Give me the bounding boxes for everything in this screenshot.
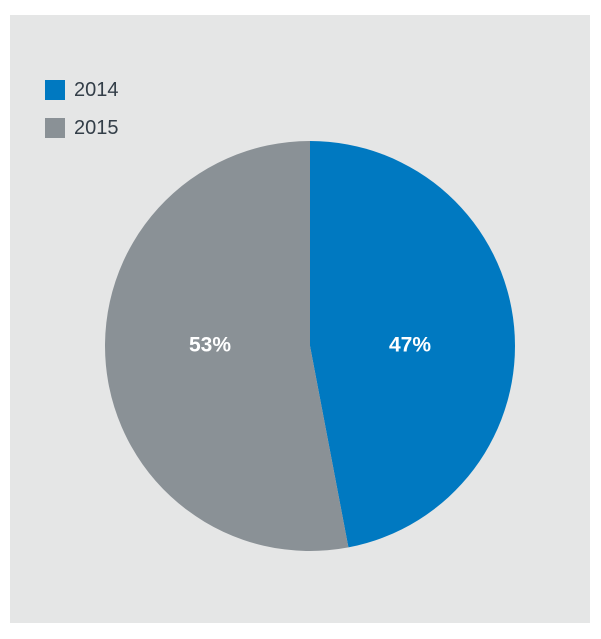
pie-slice-2015 <box>104 141 349 551</box>
slice-label-2015: 53% <box>189 334 231 357</box>
legend-swatch-2015 <box>45 118 65 138</box>
slice-label-2014: 47% <box>389 334 431 357</box>
pie-labels: 47% 53% <box>189 334 431 357</box>
legend-label-2015: 2015 <box>74 117 119 139</box>
legend-swatch-2014 <box>45 80 65 100</box>
legend-item-2015: 2015 <box>45 116 119 140</box>
chart-legend: 2014 2015 <box>45 78 119 154</box>
legend-item-2014: 2014 <box>45 78 119 102</box>
pie-slice-2014 <box>310 141 515 548</box>
pie-slices <box>104 141 515 551</box>
legend-label-2014: 2014 <box>74 79 119 101</box>
